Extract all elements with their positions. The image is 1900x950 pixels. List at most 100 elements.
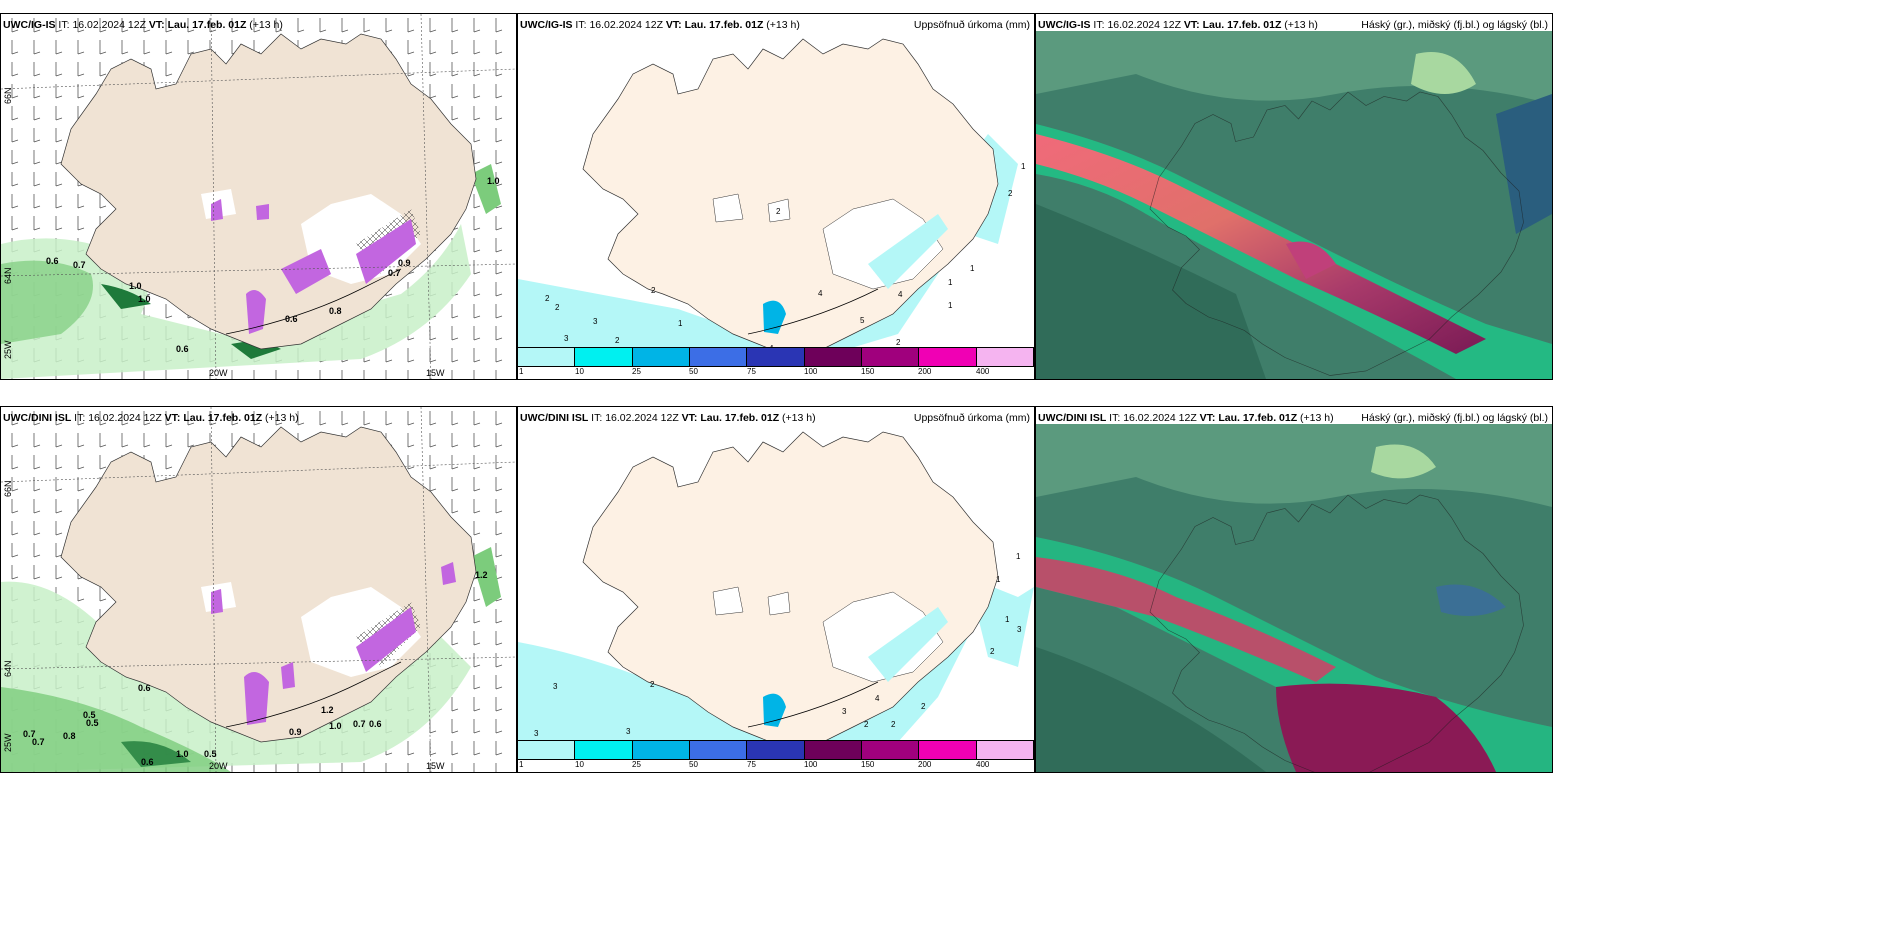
vt-value: Lau. 17.feb. 01Z bbox=[183, 412, 263, 424]
vt-label: VT: bbox=[164, 412, 181, 424]
forecast-offset: (+13 h) bbox=[766, 19, 800, 31]
precip-color-legend bbox=[518, 347, 1034, 367]
wind-value: 0.6 bbox=[138, 683, 151, 693]
it-label: IT: bbox=[1093, 19, 1105, 31]
legend-swatch bbox=[804, 741, 862, 759]
legend-swatch bbox=[689, 741, 748, 759]
lon-label-mid: 20W bbox=[209, 761, 228, 771]
precip-map-panel-dini: UWC/DINI ISL IT: 16.02.2024 12Z VT: Lau.… bbox=[517, 406, 1035, 773]
legend-swatch bbox=[976, 741, 1034, 759]
precip-value: 2 bbox=[1008, 189, 1013, 198]
lon-label-west: 25W bbox=[3, 340, 13, 359]
precip-map-svg bbox=[518, 407, 1034, 742]
panel-header: UWC/DINI ISL IT: 16.02.2024 12Z VT: Lau.… bbox=[520, 412, 816, 424]
lat-label-top: 66N bbox=[3, 480, 13, 497]
model-name: UWC/DINI ISL bbox=[1038, 412, 1107, 424]
vt-label: VT: bbox=[1199, 412, 1216, 424]
vt-value: Lau. 17.feb. 01Z bbox=[1202, 19, 1282, 31]
panel-header: UWC/DINI ISL IT: 16.02.2024 12Z VT: Lau.… bbox=[1038, 412, 1334, 424]
lon-label-east: 15W bbox=[426, 761, 445, 771]
wind-value: 0.5 bbox=[86, 718, 99, 728]
legend-tick: 100 bbox=[804, 367, 818, 376]
precip-value: 1 bbox=[948, 301, 953, 310]
precip-value: 4 bbox=[818, 289, 823, 298]
panel-header: UWC/IG-IS IT: 16.02.2024 12Z VT: Lau. 17… bbox=[520, 19, 800, 31]
legend-tick: 50 bbox=[689, 367, 698, 376]
cloud-map-svg bbox=[1036, 424, 1552, 772]
wind-map-panel-dini: UWC/DINI ISL IT: 16.02.2024 12Z VT: Lau.… bbox=[0, 406, 517, 773]
precip-value: 2 bbox=[651, 286, 656, 295]
wind-value: 0.6 bbox=[176, 344, 189, 354]
cloud-map-panel-igis: UWC/IG-IS IT: 16.02.2024 12Z VT: Lau. 17… bbox=[1035, 13, 1553, 380]
precip-value: 1 bbox=[970, 264, 975, 273]
legend-tick: 200 bbox=[918, 367, 932, 376]
wind-value: 0.6 bbox=[46, 256, 59, 266]
precip-value: 3 bbox=[553, 682, 558, 691]
wind-value: 0.5 bbox=[83, 710, 96, 720]
model-name: UWC/IG-IS bbox=[520, 19, 573, 31]
wind-value: 0.7 bbox=[73, 260, 86, 270]
wind-value: 0.6 bbox=[369, 719, 382, 729]
lon-label-west: 25W bbox=[3, 733, 13, 752]
wind-value: 1.0 bbox=[129, 281, 142, 291]
wind-value: 0.7 bbox=[23, 729, 36, 739]
forecast-offset: (+13 h) bbox=[249, 19, 283, 31]
legend-tick: 25 bbox=[632, 760, 641, 769]
wind-value: 0.9 bbox=[398, 258, 411, 268]
lat-label-top: 66N bbox=[3, 87, 13, 104]
wind-value: 1.0 bbox=[487, 176, 500, 186]
legend-tick: 200 bbox=[918, 760, 932, 769]
precip-value: 2 bbox=[545, 294, 550, 303]
wind-value: 0.7 bbox=[32, 737, 45, 747]
legend-tick: 25 bbox=[632, 367, 641, 376]
forecast-offset: (+13 h) bbox=[265, 412, 299, 424]
legend-swatch bbox=[804, 348, 862, 366]
panel-header: UWC/DINI ISL IT: 16.02.2024 12Z VT: Lau.… bbox=[3, 412, 299, 424]
vt-label: VT: bbox=[148, 19, 165, 31]
precip-map-svg bbox=[518, 14, 1034, 349]
legend-tick: 10 bbox=[575, 760, 584, 769]
wind-value: 0.6 bbox=[141, 757, 154, 767]
legend-swatch bbox=[632, 348, 690, 366]
precip-value: 1 bbox=[1016, 552, 1021, 561]
precip-title: Uppsöfnuð úrkoma (mm) bbox=[913, 412, 1030, 424]
cloud-map-panel-dini: UWC/DINI ISL IT: 16.02.2024 12Z VT: Lau.… bbox=[1035, 406, 1553, 773]
precip-value: 4 bbox=[875, 694, 880, 703]
vt-value: Lau. 17.feb. 01Z bbox=[684, 19, 764, 31]
cloud-map-svg bbox=[1036, 31, 1552, 379]
precip-title: Uppsöfnuð úrkoma (mm) bbox=[913, 19, 1030, 31]
vt-label: VT: bbox=[665, 19, 682, 31]
legend-tick: 150 bbox=[861, 367, 875, 376]
wind-value: 0.8 bbox=[63, 731, 76, 741]
precip-value: 3 bbox=[564, 334, 569, 343]
legend-tick: 75 bbox=[747, 367, 756, 376]
it-label: IT: bbox=[575, 19, 587, 31]
wind-map-panel-igis: UWC/IG-IS IT: 16.02.2024 12Z VT: Lau. 17… bbox=[0, 13, 517, 380]
lon-label-east: 15W bbox=[426, 368, 445, 378]
precip-value: 1 bbox=[996, 575, 1001, 584]
precip-value: 2 bbox=[896, 338, 901, 347]
precip-value: 2 bbox=[990, 647, 995, 656]
model-name: UWC/IG-IS bbox=[3, 19, 56, 31]
precip-value: 3 bbox=[593, 317, 598, 326]
legend-tick: 10 bbox=[575, 367, 584, 376]
wind-map-svg bbox=[1, 407, 516, 772]
legend-swatch bbox=[689, 348, 748, 366]
legend-tick: 400 bbox=[976, 367, 990, 376]
legend-swatch bbox=[518, 348, 576, 366]
vt-value: Lau. 17.feb. 01Z bbox=[700, 412, 780, 424]
model-name: UWC/IG-IS bbox=[1038, 19, 1091, 31]
legend-ticks: 1 10 25 50 75 100 150 200 400 bbox=[518, 367, 1034, 379]
legend-swatch bbox=[976, 348, 1034, 366]
wind-value: 0.9 bbox=[289, 727, 302, 737]
wind-value: 1.0 bbox=[176, 749, 189, 759]
vt-value: Lau. 17.feb. 01Z bbox=[167, 19, 247, 31]
legend-ticks: 1 10 25 50 75 100 150 200 400 bbox=[518, 760, 1034, 772]
it-label: IT: bbox=[58, 19, 70, 31]
precip-value: 5 bbox=[860, 316, 865, 325]
legend-tick: 400 bbox=[976, 760, 990, 769]
it-value: 16.02.2024 12Z bbox=[1123, 412, 1197, 424]
wind-value: 1.2 bbox=[321, 705, 334, 715]
wind-value: 0.6 bbox=[285, 314, 298, 324]
legend-swatch bbox=[632, 741, 690, 759]
